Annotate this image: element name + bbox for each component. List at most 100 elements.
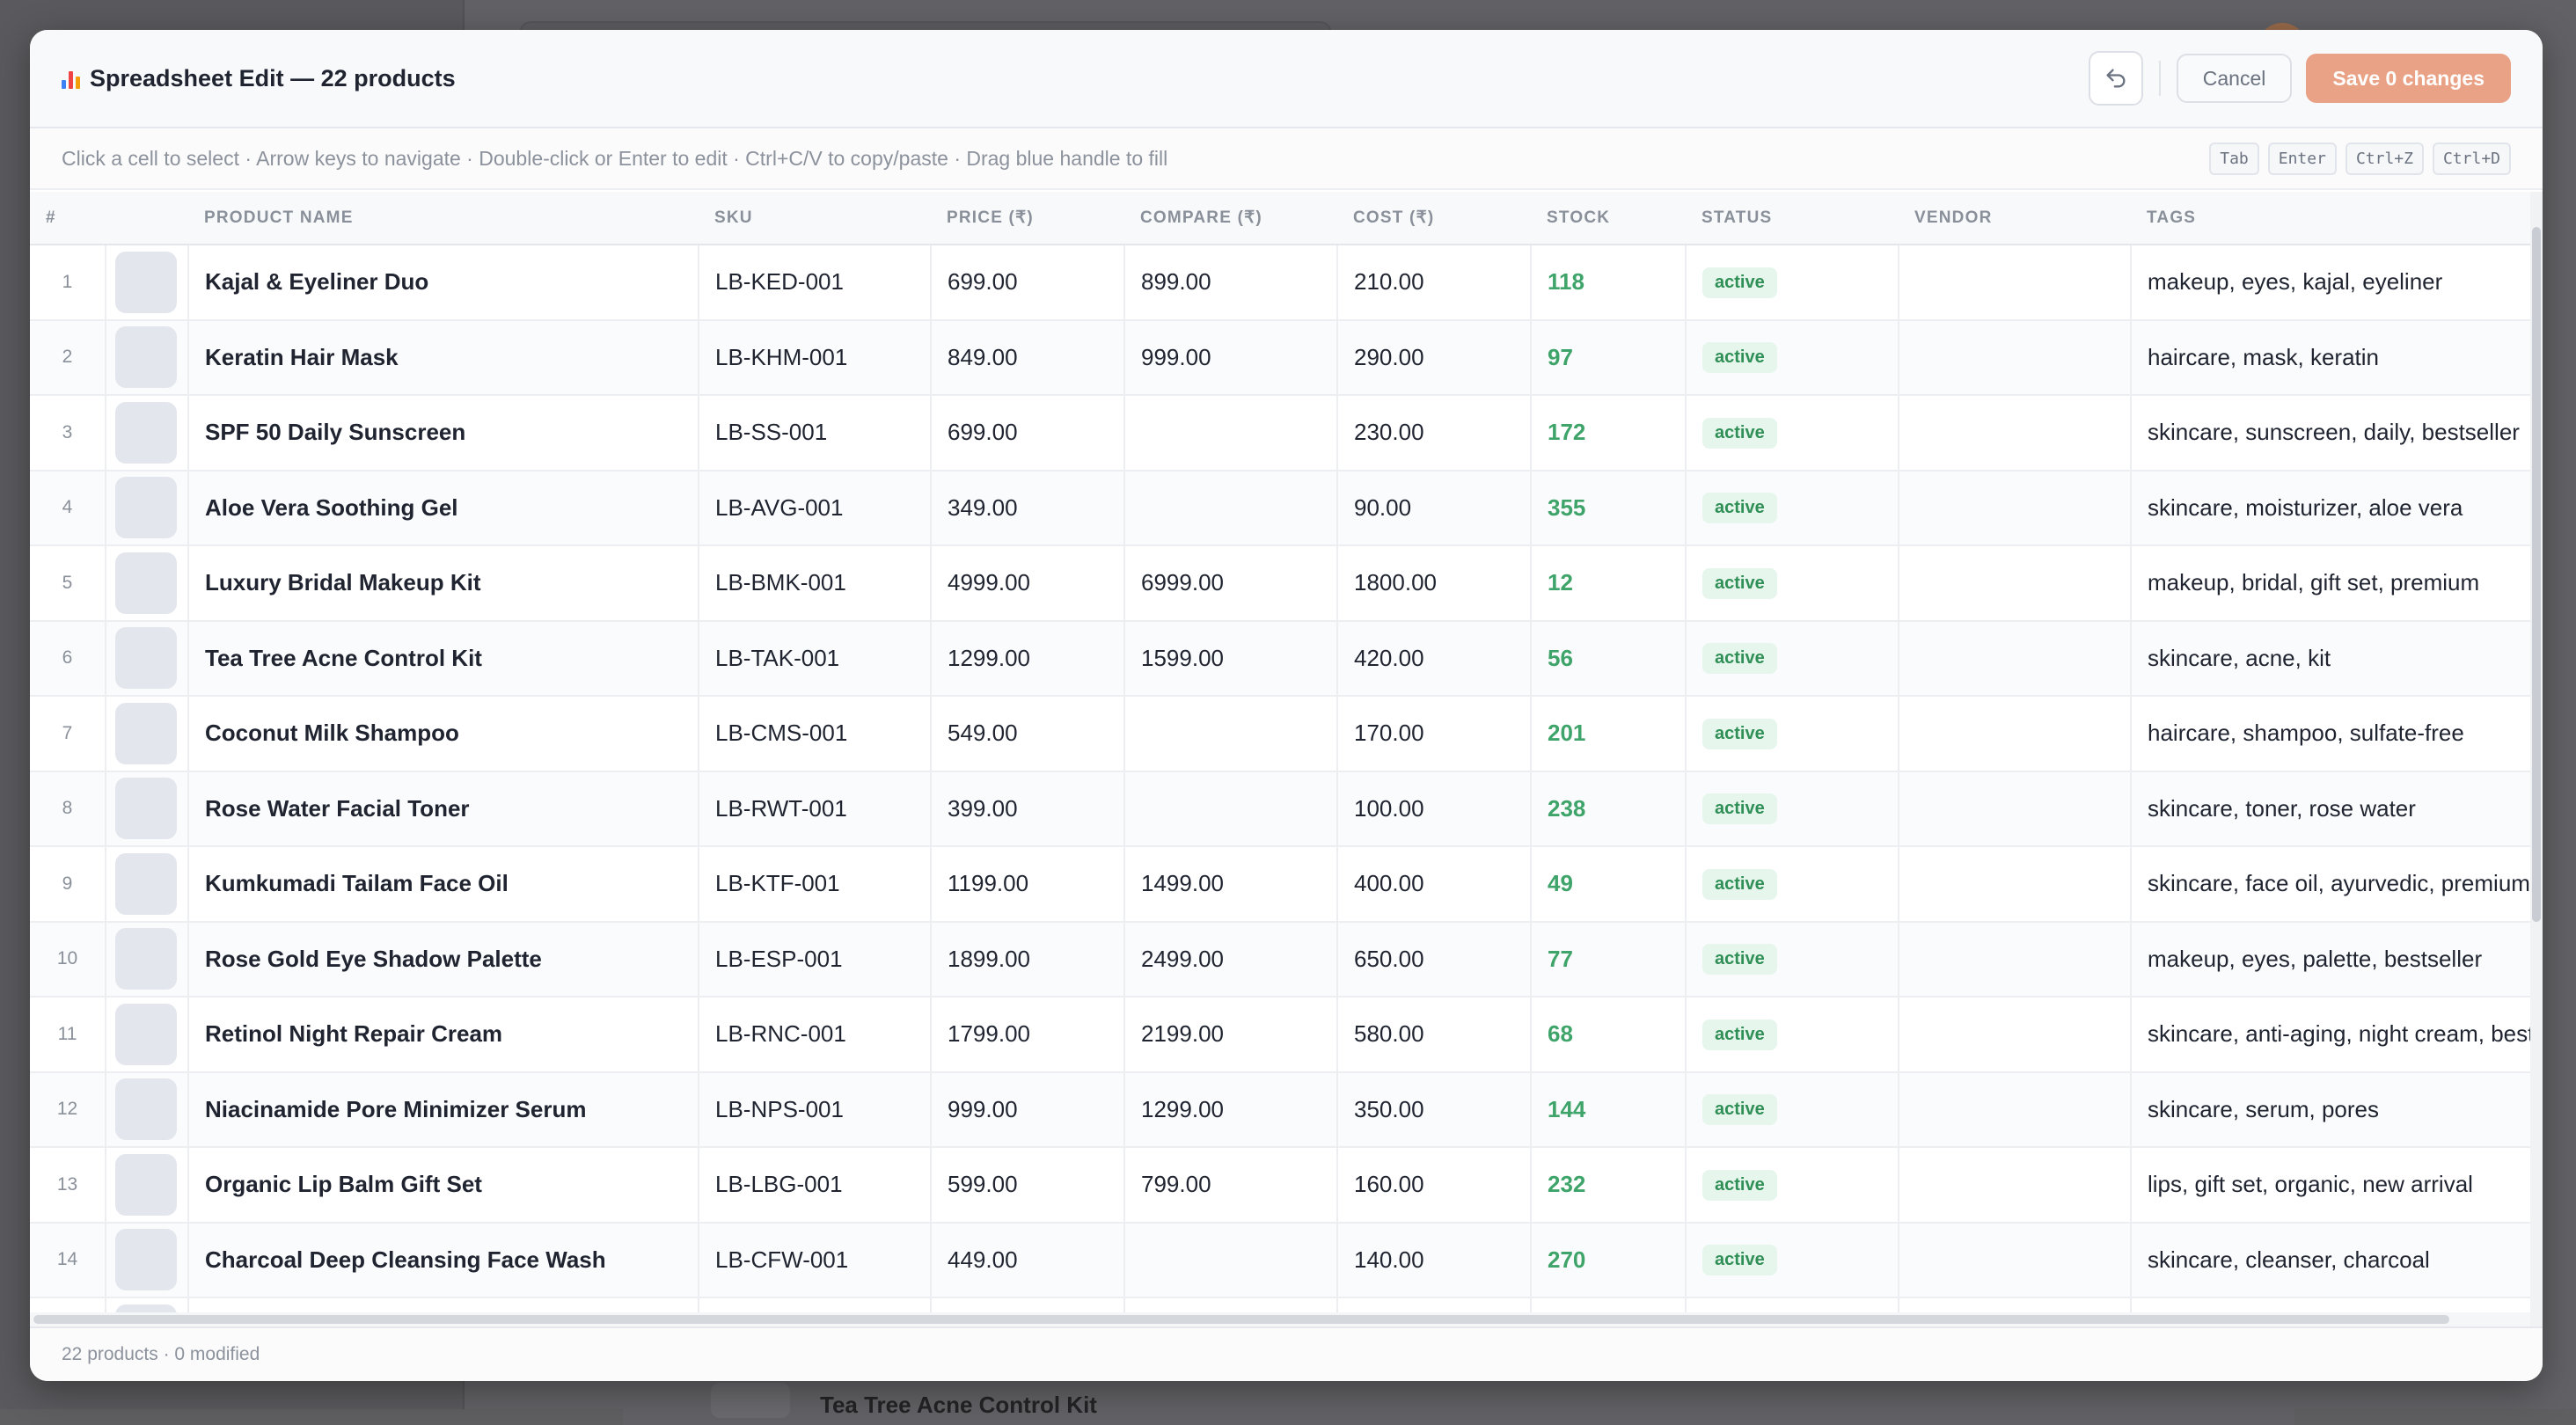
status-cell[interactable]: active (1686, 696, 1899, 772)
status-cell[interactable]: active (1686, 1071, 1899, 1148)
vendor-cell[interactable] (1899, 997, 2132, 1073)
compare-price-cell[interactable]: 6999.00 (1124, 545, 1338, 622)
vendor-cell[interactable] (1899, 470, 2132, 546)
price-cell[interactable]: 699.00 (931, 395, 1125, 471)
product-image-cell[interactable] (106, 997, 189, 1073)
stock-cell[interactable]: 232 (1531, 1147, 1687, 1224)
price-cell[interactable]: 449.00 (931, 1222, 1125, 1298)
vendor-cell[interactable] (1899, 395, 2132, 471)
vendor-cell[interactable] (1899, 771, 2132, 847)
tags-cell[interactable]: skincare, face oil, ayurvedic, premium (2131, 846, 2530, 923)
col-header-stock[interactable]: STOCK (1531, 192, 1686, 245)
product-name-cell[interactable]: Luxury Bridal Makeup Kit (188, 545, 699, 622)
vendor-cell[interactable] (1899, 921, 2132, 998)
undo-button[interactable] (2088, 51, 2143, 106)
cost-cell[interactable]: 400.00 (1337, 846, 1532, 923)
sku-cell[interactable]: LB-LBG-001 (699, 1147, 932, 1224)
cost-cell[interactable]: 210.00 (1337, 245, 1532, 321)
cost-cell[interactable]: 90.00 (1337, 470, 1532, 546)
price-cell[interactable]: 699.00 (931, 245, 1125, 321)
cost-cell[interactable]: 100.00 (1337, 771, 1532, 847)
vendor-cell[interactable] (1899, 1222, 2132, 1298)
tags-cell[interactable]: skincare, sunscreen, daily, bestseller (2131, 395, 2530, 471)
cost-cell[interactable]: 580.00 (1337, 997, 1532, 1073)
product-image-cell[interactable] (106, 1071, 189, 1148)
status-cell[interactable]: active (1686, 1222, 1899, 1298)
price-cell[interactable]: 1299.00 (931, 620, 1125, 697)
cost-cell[interactable]: 350.00 (1337, 1071, 1532, 1148)
status-cell[interactable]: active (1686, 319, 1899, 396)
product-image-cell[interactable] (106, 545, 189, 622)
vendor-cell[interactable] (1899, 1071, 2132, 1148)
product-name-cell[interactable]: Rose Gold Eye Shadow Palette (188, 921, 699, 998)
tags-cell[interactable]: lips, gift set, organic, new arrival (2131, 1147, 2530, 1224)
status-cell[interactable]: active (1686, 620, 1899, 697)
cost-cell[interactable]: 1800.00 (1337, 545, 1532, 622)
compare-price-cell[interactable]: 1499.00 (1124, 846, 1338, 923)
compare-price-cell[interactable] (1124, 696, 1338, 772)
save-changes-button[interactable]: Save 0 changes (2306, 54, 2511, 103)
price-cell[interactable]: 599.00 (931, 1147, 1125, 1224)
vendor-cell[interactable] (1899, 620, 2132, 697)
sku-cell[interactable]: LB-RWT-001 (699, 771, 932, 847)
col-header-status[interactable]: STATUS (1686, 192, 1899, 245)
status-cell[interactable]: active (1686, 846, 1899, 923)
vendor-cell[interactable] (1899, 319, 2132, 396)
stock-cell[interactable]: 12 (1531, 545, 1687, 622)
compare-price-cell[interactable]: 1299.00 (1124, 1071, 1338, 1148)
tags-cell[interactable]: makeup, bridal, gift set, premium (2131, 545, 2530, 622)
product-name-cell[interactable]: SPF 50 Daily Sunscreen (188, 395, 699, 471)
product-name-cell[interactable]: Charcoal Deep Cleansing Face Wash (188, 1222, 699, 1298)
vendor-cell[interactable] (1899, 245, 2132, 321)
product-image-cell[interactable] (106, 696, 189, 772)
product-name-cell[interactable]: Retinol Night Repair Cream (188, 997, 699, 1073)
col-header-cost[interactable]: COST (₹) (1337, 192, 1531, 245)
tags-cell[interactable]: haircare, mask, keratin (2131, 319, 2530, 396)
cost-cell[interactable]: 230.00 (1337, 395, 1532, 471)
product-image-cell[interactable] (106, 921, 189, 998)
product-image-cell[interactable] (106, 1222, 189, 1298)
col-header-vendor[interactable]: VENDOR (1899, 192, 2131, 245)
stock-cell[interactable]: 118 (1531, 245, 1687, 321)
horizontal-scrollbar-thumb[interactable] (33, 1315, 2449, 1324)
stock-cell[interactable]: 56 (1531, 620, 1687, 697)
sku-cell[interactable]: LB-ESP-001 (699, 921, 932, 998)
sku-cell[interactable]: LB-AVG-001 (699, 470, 932, 546)
compare-price-cell[interactable]: 2499.00 (1124, 921, 1338, 998)
product-name-cell[interactable]: Tea Tree Acne Control Kit (188, 620, 699, 697)
product-name-cell[interactable]: Keratin Hair Mask (188, 319, 699, 396)
vendor-cell[interactable] (1899, 846, 2132, 923)
cost-cell[interactable]: 160.00 (1337, 1147, 1532, 1224)
compare-price-cell[interactable] (1124, 395, 1338, 471)
col-header-tags[interactable]: TAGS (2131, 192, 2530, 245)
stock-cell[interactable]: 144 (1531, 1071, 1687, 1148)
compare-price-cell[interactable]: 2199.00 (1124, 997, 1338, 1073)
sku-cell[interactable]: LB-KED-001 (699, 245, 932, 321)
status-cell[interactable]: active (1686, 1147, 1899, 1224)
status-cell[interactable]: active (1686, 771, 1899, 847)
compare-price-cell[interactable]: 1599.00 (1124, 620, 1338, 697)
stock-cell[interactable]: 172 (1531, 395, 1687, 471)
col-header-sku[interactable]: SKU (699, 192, 931, 245)
compare-price-cell[interactable] (1124, 771, 1338, 847)
price-cell[interactable]: 999.00 (931, 1071, 1125, 1148)
sku-cell[interactable]: LB-RNC-001 (699, 997, 932, 1073)
stock-cell[interactable]: 270 (1531, 1222, 1687, 1298)
cost-cell[interactable]: 140.00 (1337, 1222, 1532, 1298)
sku-cell[interactable]: LB-NPS-001 (699, 1071, 932, 1148)
vendor-cell[interactable] (1899, 1147, 2132, 1224)
sku-cell[interactable]: LB-CFW-001 (699, 1222, 932, 1298)
product-name-cell[interactable]: Aloe Vera Soothing Gel (188, 470, 699, 546)
cost-cell[interactable]: 170.00 (1337, 696, 1532, 772)
vendor-cell[interactable] (1899, 696, 2132, 772)
product-image-cell[interactable] (106, 319, 189, 396)
compare-price-cell[interactable] (1124, 1222, 1338, 1298)
stock-cell[interactable]: 77 (1531, 921, 1687, 998)
sku-cell[interactable]: LB-KHM-001 (699, 319, 932, 396)
product-image-cell[interactable] (106, 245, 189, 321)
sku-cell[interactable]: LB-SS-001 (699, 395, 932, 471)
sku-cell[interactable]: LB-KTF-001 (699, 846, 932, 923)
product-image-cell[interactable] (106, 470, 189, 546)
col-header-price[interactable]: PRICE (₹) (931, 192, 1124, 245)
sku-cell[interactable]: LB-TAK-001 (699, 620, 932, 697)
